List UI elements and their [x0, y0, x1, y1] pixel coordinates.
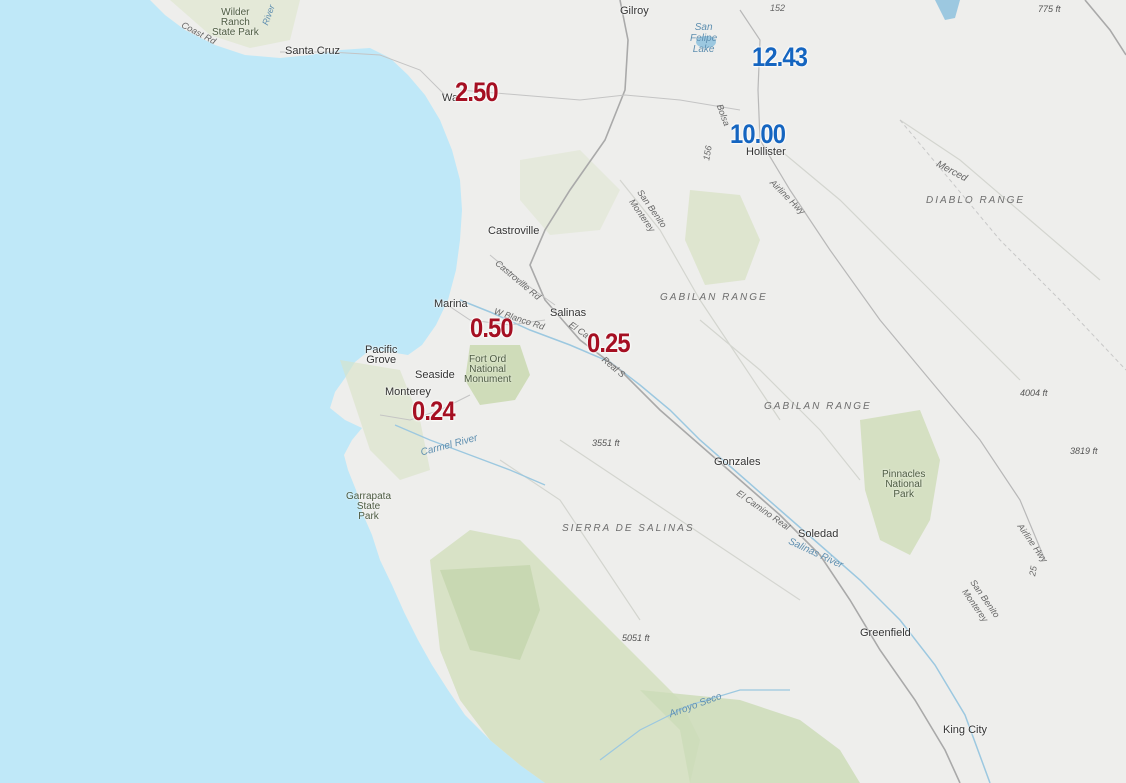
- city-salinas: Salinas: [550, 307, 587, 319]
- road-152: 152: [770, 3, 786, 13]
- label-san-felipe-lake: San Felipe Lake: [690, 22, 718, 55]
- city-watsonville: Wa: [442, 92, 459, 104]
- elevation-4004: 4004 ft: [1020, 388, 1048, 398]
- salinas-river: [459, 299, 991, 783]
- highway-101: [529, 0, 961, 783]
- park-garrapata: Garrapata State Park: [346, 491, 392, 522]
- value-monterey: 0.24: [412, 396, 456, 426]
- range-diablo: DIABLO RANGE: [926, 195, 1026, 206]
- city-santa-cruz: Santa Cruz: [285, 45, 341, 57]
- elevation-775: 775 ft: [1038, 4, 1061, 14]
- range-sierra-de-salinas: SIERRA DE SALINAS: [562, 523, 695, 534]
- san-felipe-lake: [696, 36, 716, 48]
- city-gilroy: Gilroy: [620, 5, 649, 17]
- city-hollister: Hollister: [746, 146, 786, 158]
- city-gonzales: Gonzales: [714, 456, 761, 468]
- elevation-3819: 3819 ft: [1070, 446, 1098, 456]
- carmel-river: [394, 424, 546, 486]
- city-seaside: Seaside: [415, 369, 455, 381]
- value-hollister: 10.00: [730, 119, 786, 149]
- value-salinas: 0.25: [587, 328, 631, 358]
- value-san-felipe: 12.43: [752, 42, 808, 72]
- value-marina: 0.50: [470, 313, 514, 343]
- city-marina: Marina: [434, 298, 468, 310]
- city-soledad: Soledad: [798, 528, 839, 540]
- land-area: [150, 0, 1126, 783]
- city-pacific-grove: Pacific Grove: [365, 344, 398, 366]
- range-gabilan-1: GABILAN RANGE: [660, 292, 768, 303]
- city-monterey: Monterey: [385, 386, 431, 398]
- city-greenfield: Greenfield: [860, 627, 911, 639]
- elevation-5051: 5051 ft: [622, 633, 650, 643]
- city-castroville: Castroville: [488, 225, 540, 237]
- value-watsonville: 2.50: [455, 77, 499, 107]
- elevation-3551: 3551 ft: [592, 438, 620, 448]
- park-wilder-ranch: Wilder Ranch State Park: [212, 7, 259, 38]
- park-pinnacles: Pinnacles National Park: [882, 469, 926, 500]
- park-fort-ord: Fort Ord National Monument: [464, 354, 512, 385]
- road-25: 25: [1027, 565, 1039, 577]
- range-gabilan-2: GABILAN RANGE: [764, 401, 872, 412]
- city-king-city: King City: [943, 724, 988, 736]
